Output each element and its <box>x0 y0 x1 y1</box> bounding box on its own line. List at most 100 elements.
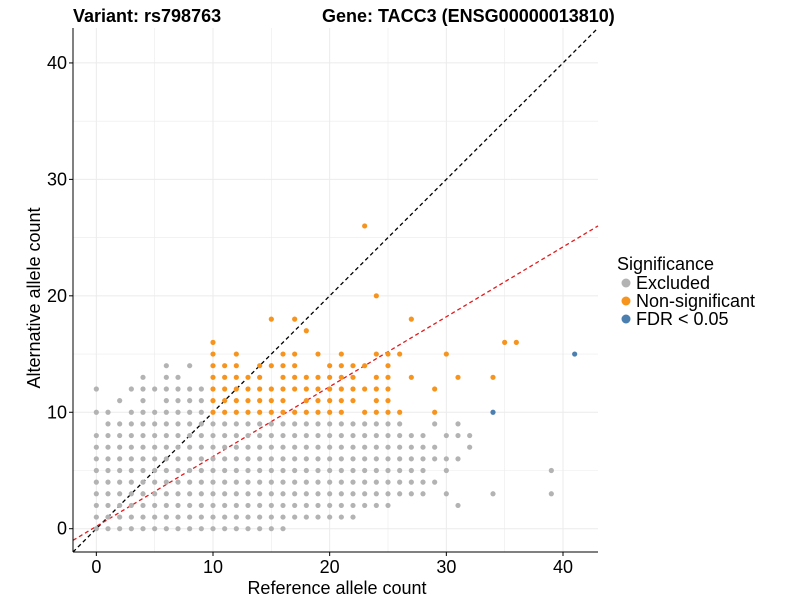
point-fdr-0-05 <box>572 351 578 357</box>
point-excluded <box>257 421 263 427</box>
point-excluded <box>187 398 193 404</box>
point-excluded <box>187 421 193 427</box>
point-excluded <box>373 444 379 450</box>
point-excluded <box>128 444 134 450</box>
point-excluded <box>210 526 216 532</box>
point-non-significant <box>350 398 356 404</box>
point-excluded <box>327 456 333 462</box>
point-excluded <box>152 514 158 520</box>
point-excluded <box>373 421 379 427</box>
point-excluded <box>548 491 554 497</box>
data-points <box>93 223 578 532</box>
point-excluded <box>140 409 146 415</box>
point-non-significant <box>338 351 344 357</box>
chart-title-gene: Gene: TACC3 (ENSG00000013810) <box>322 6 615 26</box>
point-non-significant <box>233 351 239 357</box>
point-excluded <box>93 514 99 520</box>
point-excluded <box>93 409 99 415</box>
point-non-significant <box>210 386 216 392</box>
point-excluded <box>93 479 99 485</box>
point-excluded <box>140 398 146 404</box>
point-excluded <box>338 456 344 462</box>
point-non-significant <box>233 374 239 380</box>
point-excluded <box>128 502 134 509</box>
point-non-significant <box>385 363 391 369</box>
point-non-significant <box>292 386 298 392</box>
point-excluded <box>175 479 181 485</box>
point-excluded <box>362 467 368 474</box>
point-non-significant <box>233 363 239 369</box>
point-excluded <box>350 456 356 462</box>
point-non-significant <box>327 386 333 392</box>
point-non-significant <box>315 398 321 404</box>
point-non-significant <box>362 409 368 415</box>
point-excluded <box>268 444 274 450</box>
point-excluded <box>292 444 298 450</box>
point-excluded <box>280 479 286 485</box>
point-excluded <box>163 514 169 520</box>
point-non-significant <box>257 398 263 404</box>
point-excluded <box>292 456 298 462</box>
point-excluded <box>117 514 123 520</box>
point-excluded <box>187 502 193 509</box>
point-excluded <box>397 467 403 474</box>
point-excluded <box>373 502 379 509</box>
point-non-significant <box>222 386 228 392</box>
point-non-significant <box>303 374 309 380</box>
point-excluded <box>152 409 158 415</box>
point-excluded <box>373 479 379 485</box>
legend: Significance Excluded Non-significant FD… <box>617 254 755 329</box>
point-excluded <box>152 386 158 392</box>
point-non-significant <box>338 363 344 369</box>
point-excluded <box>303 514 309 520</box>
point-excluded <box>362 444 368 450</box>
point-excluded <box>93 502 99 509</box>
point-excluded <box>385 467 391 474</box>
point-excluded <box>338 432 344 439</box>
point-excluded <box>93 386 99 392</box>
point-non-significant <box>245 409 251 415</box>
point-excluded <box>222 526 228 532</box>
point-excluded <box>397 421 403 427</box>
point-non-significant <box>245 398 251 404</box>
point-excluded <box>210 479 216 485</box>
point-excluded <box>385 502 391 509</box>
point-excluded <box>105 502 111 509</box>
point-non-significant <box>362 363 368 369</box>
point-excluded <box>257 514 263 520</box>
point-excluded <box>408 444 414 450</box>
point-excluded <box>222 456 228 462</box>
point-non-significant <box>292 351 298 357</box>
point-excluded <box>163 386 169 392</box>
point-excluded <box>245 444 251 450</box>
point-excluded <box>455 421 461 427</box>
point-excluded <box>373 432 379 439</box>
point-excluded <box>105 526 111 532</box>
point-excluded <box>362 479 368 485</box>
point-excluded <box>210 514 216 520</box>
point-non-significant <box>280 398 286 404</box>
point-excluded <box>117 526 123 532</box>
point-excluded <box>187 432 193 439</box>
point-non-significant <box>210 374 216 380</box>
point-excluded <box>420 479 426 485</box>
point-excluded <box>268 456 274 462</box>
point-excluded <box>257 479 263 485</box>
point-excluded <box>385 444 391 450</box>
point-non-significant <box>303 409 309 415</box>
point-excluded <box>257 467 263 474</box>
point-excluded <box>175 409 181 415</box>
point-excluded <box>187 409 193 415</box>
point-excluded <box>140 467 146 474</box>
point-excluded <box>175 526 181 532</box>
point-excluded <box>128 491 134 497</box>
point-non-significant <box>385 409 391 415</box>
point-non-significant <box>268 363 274 369</box>
point-excluded <box>315 479 321 485</box>
point-excluded <box>303 502 309 509</box>
point-non-significant <box>292 374 298 380</box>
point-non-significant <box>210 363 216 369</box>
point-non-significant <box>315 409 321 415</box>
point-non-significant <box>350 386 356 392</box>
